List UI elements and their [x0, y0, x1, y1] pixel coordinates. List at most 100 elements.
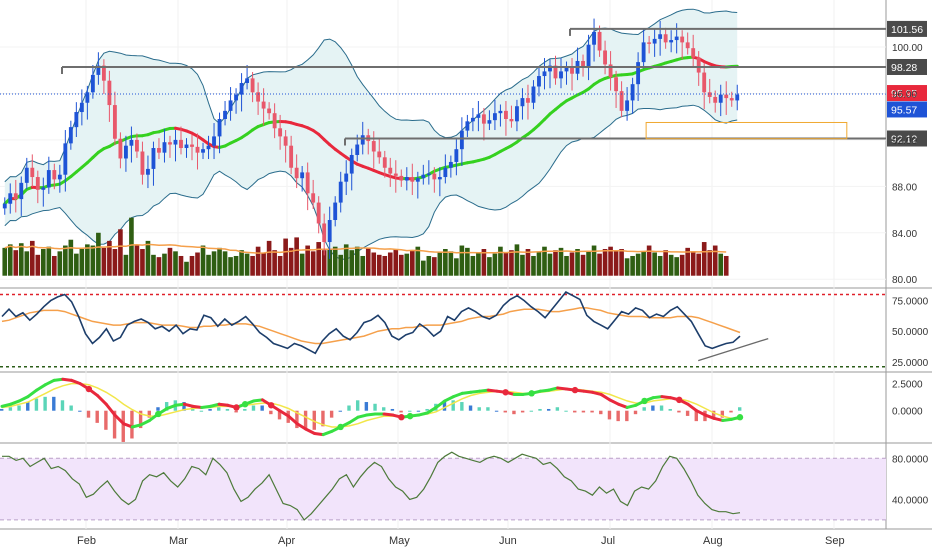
macd-histogram-bar: [642, 407, 645, 410]
volume-bar: [13, 250, 18, 276]
time-axis-label: Jul: [601, 535, 615, 547]
macd-histogram-bar: [729, 411, 732, 413]
macd-histogram-bar: [495, 411, 498, 412]
candle-body: [152, 148, 156, 169]
volume-bar: [63, 246, 68, 276]
candle-body: [372, 141, 376, 151]
candle-body: [41, 187, 45, 189]
macd-histogram-bar: [260, 406, 263, 411]
macd-histogram-bar: [564, 411, 567, 412]
candle-body: [19, 183, 23, 199]
candle-body: [498, 111, 502, 113]
macd-histogram-bar: [469, 406, 472, 411]
macd-cross-marker: [268, 402, 274, 408]
volume-bar: [151, 255, 156, 276]
candle-body: [168, 142, 172, 144]
volume-bar: [69, 240, 74, 276]
candle-body: [273, 113, 277, 128]
volume-bar: [349, 250, 354, 276]
candle-body: [543, 71, 547, 76]
volume-bar: [658, 256, 663, 276]
volume-bar: [250, 256, 255, 276]
macd-cross-marker: [502, 389, 508, 395]
volume-bar: [509, 250, 514, 276]
rsi-tick-label: 75.0000: [892, 297, 929, 308]
volume-bar: [526, 249, 531, 276]
macd-histogram-bar: [208, 409, 211, 411]
macd-histogram-bar: [478, 407, 481, 410]
time-axis-label: Aug: [703, 535, 723, 547]
macd-cross-marker: [641, 398, 647, 404]
macd-histogram-bar: [373, 404, 376, 411]
level-price-label: 98.28: [891, 62, 917, 74]
macd-histogram-bar: [590, 411, 593, 413]
volume-bar: [548, 254, 553, 276]
volume-bar: [537, 251, 542, 275]
macd-histogram-bar: [252, 406, 255, 411]
macd-signal-line: [2, 384, 740, 427]
volume-bar: [669, 255, 674, 276]
candle-body: [487, 120, 491, 123]
macd-histogram-bar: [96, 411, 99, 423]
time-axis-label: Sep: [825, 535, 845, 547]
volume-bar: [355, 247, 360, 276]
rsi-tick-label: 50.0000: [892, 327, 929, 338]
volume-bar: [41, 249, 46, 276]
candle-body: [394, 174, 398, 176]
candle-body: [598, 32, 602, 51]
macd-histogram-bar: [538, 409, 541, 411]
volume-bar: [173, 251, 178, 275]
support-zone-box: [646, 122, 847, 138]
candle-body: [570, 68, 574, 74]
macd-histogram-bar: [61, 400, 64, 410]
macd-histogram-bar: [582, 411, 585, 413]
macd-histogram-bar: [69, 406, 72, 411]
candle-body: [559, 71, 563, 78]
candle-body: [295, 168, 299, 178]
stochastic-tick-label: 40.0000: [892, 495, 929, 506]
volume-bar: [102, 248, 107, 276]
candle-body: [328, 220, 332, 242]
candle-body: [163, 142, 167, 152]
volume-bar: [184, 262, 189, 276]
candle-body: [377, 152, 381, 158]
candle-body: [322, 223, 326, 242]
candle-body: [350, 155, 354, 174]
macd-histogram-bar: [738, 407, 741, 410]
candle-body: [443, 168, 447, 177]
volume-bar: [471, 256, 476, 276]
candle-body: [190, 145, 194, 147]
candle-body: [614, 77, 618, 91]
volume-bar: [360, 256, 365, 276]
macd-histogram-bar: [52, 397, 55, 411]
candle-body: [129, 140, 133, 146]
candle-body: [719, 95, 723, 103]
volume-bar: [449, 251, 454, 275]
macd-histogram-bar: [599, 411, 602, 414]
volume-bar: [294, 237, 299, 275]
volume-bar: [680, 255, 685, 276]
volume-bar: [261, 252, 266, 275]
candle-body: [735, 95, 739, 101]
macd-cross-marker: [86, 386, 92, 392]
time-axis-label: Jun: [499, 535, 517, 547]
candle-body: [174, 140, 178, 145]
volume-bar: [570, 252, 575, 275]
volume-bar: [438, 252, 443, 275]
level-price-label: 101.56: [891, 24, 923, 36]
volume-bar: [278, 256, 283, 276]
macd-cross-marker: [737, 414, 743, 420]
volume-bar: [272, 250, 277, 276]
volume-bar: [388, 252, 393, 275]
volume-bar: [696, 254, 701, 276]
candle-body: [653, 39, 657, 44]
volume-bar: [498, 247, 503, 276]
candle-body: [185, 145, 189, 148]
macd-histogram-bar: [504, 411, 507, 413]
candle-body: [669, 40, 673, 42]
macd-histogram-bar: [521, 411, 524, 413]
candle-body: [118, 139, 122, 159]
candle-body: [603, 51, 607, 65]
candle-body: [410, 177, 414, 182]
candle-body: [107, 81, 111, 105]
